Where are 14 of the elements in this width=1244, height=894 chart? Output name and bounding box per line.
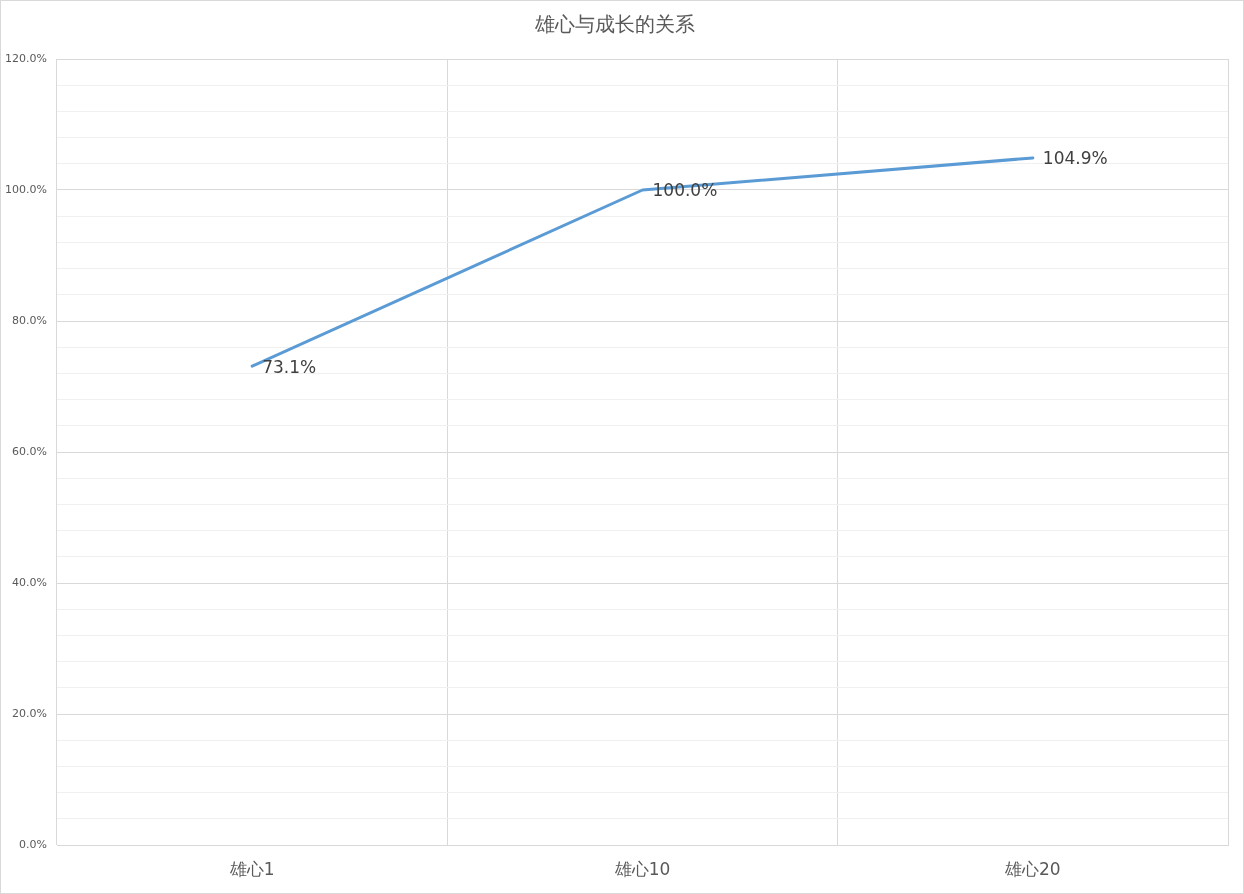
- chart-title: 雄心与成长的关系: [533, 12, 695, 37]
- y-tick-label: 40.0%: [12, 575, 47, 589]
- x-tick-label: 雄心10: [613, 858, 671, 879]
- x-tick-label: 雄心20: [1004, 858, 1061, 879]
- y-tick-label: 120.0%: [5, 51, 47, 65]
- y-tick-label: 20.0%: [12, 706, 47, 720]
- x-tick-label: 雄心1: [228, 858, 275, 879]
- y-tick-label: 80.0%: [12, 313, 47, 327]
- data-label: 100.0%: [652, 180, 718, 201]
- data-label: 73.1%: [262, 356, 317, 377]
- y-tick-label: 0.0%: [19, 837, 47, 851]
- y-tick-label: 100.0%: [5, 182, 47, 196]
- data-label: 104.9%: [1042, 148, 1108, 169]
- y-tick-label: 60.0%: [12, 444, 47, 458]
